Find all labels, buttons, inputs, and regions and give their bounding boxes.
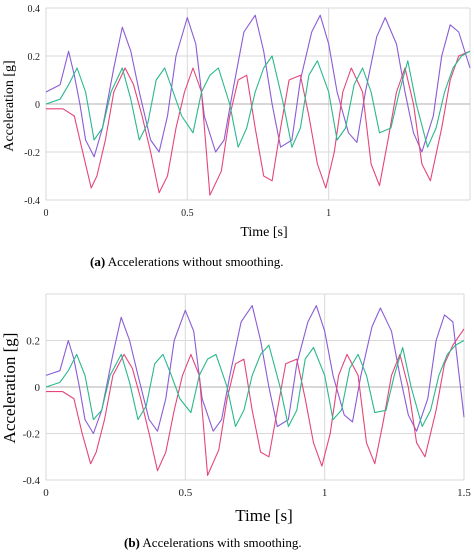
chart-a-caption-text: Accelerations without smoothing. <box>105 254 283 269</box>
chart-a-x-tick-label: 0 <box>44 208 49 219</box>
chart-a-caption: (a) Accelerations without smoothing. <box>90 254 284 269</box>
chart-b-y-tick-label: 0 <box>35 382 41 394</box>
chart-a-series-group <box>45 14 471 196</box>
chart-a-y-tick-label: 0.2 <box>28 52 41 63</box>
chart-a-y-tick-label: 0.4 <box>28 4 41 15</box>
chart-b-y-tick-label: -0.2 <box>23 429 40 441</box>
chart-a-y-tick-labels: 0.4 0.2 0 -0.2 -0.4 <box>24 4 40 207</box>
chart-b-caption-text: Accelerations with smoothing. <box>140 535 302 550</box>
chart-a-x-axis-title: Time [s] <box>240 225 287 240</box>
chart-a-series-line-3 <box>45 50 471 148</box>
chart-b-series-group <box>45 305 465 476</box>
chart-b-x-tick-labels: 0 0.5 1 1.5 <box>43 487 471 499</box>
chart-a-caption-tag: (a) <box>90 254 105 269</box>
chart-b-series-line-3 <box>45 340 465 428</box>
chart-b-x-axis-title: Time [s] <box>235 506 292 525</box>
chart-a-y-tick-label: -0.4 <box>24 196 40 207</box>
chart-a-grid <box>45 7 471 201</box>
chart-a-y-tick-label: -0.2 <box>24 148 40 159</box>
chart-b-grid <box>45 293 465 481</box>
chart-a-series-line-2 <box>46 50 471 196</box>
chart-b-x-tick-label: 1 <box>322 487 328 499</box>
chart-a-x-tick-label: 1 <box>326 208 331 219</box>
chart-b-x-tick-label: 0.5 <box>178 487 192 499</box>
chart-b-caption-tag: (b) <box>124 535 140 550</box>
chart-a-y-tick-label: 0 <box>35 100 40 111</box>
chart-b-y-tick-label: 0.2 <box>26 336 40 348</box>
chart-b: 0.2 0 -0.2 -0.4 0 0.5 1 1.5 Acceleration [g] T… <box>0 293 471 550</box>
chart-b-y-tick-label: -0.4 <box>23 475 41 487</box>
chart-a-y-axis-title: Acceleration [g] <box>2 60 17 151</box>
chart-b-x-tick-label: 1.5 <box>457 487 471 499</box>
chart-b-y-tick-labels: 0.2 0 -0.2 -0.4 <box>23 336 41 488</box>
chart-a-x-tick-label: 0.5 <box>181 208 194 219</box>
chart-b-series-line-1 <box>45 305 465 435</box>
chart-a-series-line-1 <box>45 14 471 158</box>
chart-b-y-axis-title: Acceleration [g] <box>0 333 19 444</box>
chart-a: 0.40.20-0.2-0.4 0 0.5 1 Acceleration [g] T… <box>2 4 471 269</box>
chart-b-caption: (b) Accelerations with smoothing. <box>124 535 302 550</box>
chart-b-x-tick-label: 0 <box>43 487 49 499</box>
chart-a-x-tick-labels: 0 0.5 1 <box>44 208 332 219</box>
